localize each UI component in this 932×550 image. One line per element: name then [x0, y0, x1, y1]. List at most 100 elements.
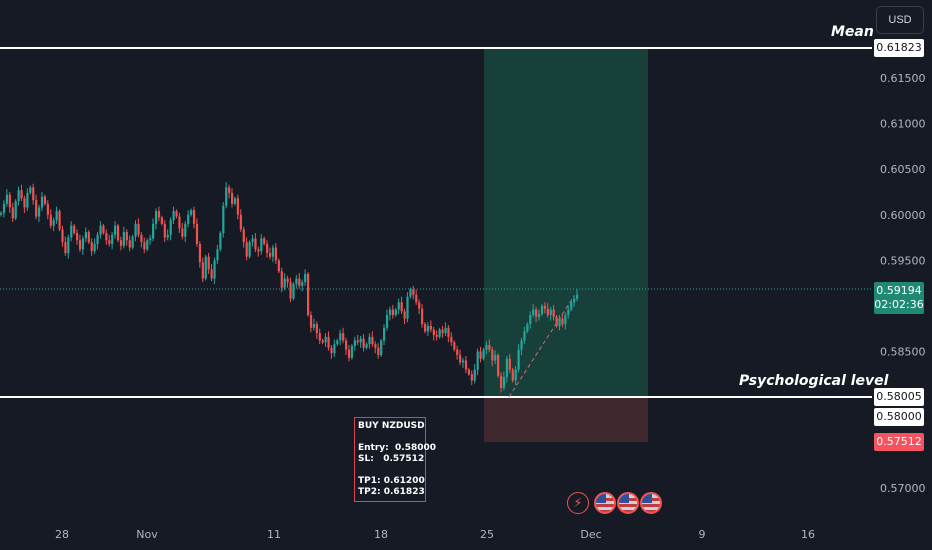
- candle-body: [450, 336, 453, 343]
- candle-body: [394, 309, 397, 315]
- candle-body: [146, 240, 149, 250]
- entry-price-tag: 0.58000: [874, 408, 924, 426]
- candle-body: [58, 211, 61, 230]
- candle-body: [535, 309, 538, 317]
- candle-body: [564, 314, 567, 325]
- candle-body: [385, 314, 389, 328]
- candle-body: [251, 238, 254, 243]
- candle-body: [479, 351, 482, 359]
- note-tp1: TP1: 0.61200: [358, 476, 425, 486]
- candle-body: [93, 243, 96, 252]
- price-axis[interactable]: 0.61500 0.61000 0.60500 0.60000 0.59500 0.585…: [880, 72, 926, 495]
- x-tick-label: 11: [267, 528, 281, 541]
- candle-body: [377, 347, 380, 356]
- candle-body: [96, 234, 99, 244]
- candle-body: [359, 338, 362, 343]
- loss-zone: [484, 397, 648, 442]
- candle-body: [447, 327, 450, 337]
- candle-body: [236, 198, 240, 215]
- trade-note[interactable]: BUY NZDUSD Entry: 0.58000 SL: 0.57512 TP…: [354, 417, 436, 502]
- candle-body: [441, 329, 444, 334]
- candle-body: [292, 284, 295, 299]
- us-flag-icon[interactable]: [594, 492, 616, 514]
- candle-body: [388, 309, 392, 315]
- candle-body: [119, 240, 123, 246]
- candle-body: [149, 238, 152, 241]
- candle-body: [403, 311, 406, 319]
- candle-body: [181, 228, 184, 237]
- note-title: BUY NZDUSD: [358, 421, 425, 431]
- candle-body: [409, 289, 412, 297]
- candle-body: [336, 340, 339, 345]
- candle-body: [380, 340, 383, 356]
- x-tick-label: 16: [801, 528, 815, 541]
- candle-body: [573, 298, 576, 303]
- candle-body: [517, 349, 520, 370]
- candle-body: [502, 376, 506, 388]
- candle-body: [152, 223, 155, 239]
- candle-body: [435, 335, 438, 337]
- candle-body: [362, 338, 365, 348]
- currency-button[interactable]: USD: [876, 6, 924, 34]
- candle-body: [248, 242, 251, 257]
- candle-body: [473, 369, 476, 381]
- note-tp2: TP2: 0.61823: [358, 487, 425, 497]
- y-tick-label: 0.60000: [880, 209, 926, 222]
- candle-body: [342, 333, 345, 341]
- candle-body: [90, 242, 93, 252]
- candle-body: [286, 278, 289, 283]
- mean-label: Mean: [831, 24, 874, 40]
- candle-body: [461, 360, 465, 363]
- candle-body: [134, 223, 137, 237]
- time-axis[interactable]: 28 Nov 11 18 25 Dec 9 16: [55, 528, 815, 541]
- projection-line: [508, 295, 575, 398]
- candle-body: [154, 211, 158, 224]
- candle-body: [116, 225, 120, 241]
- candle-body: [467, 369, 471, 375]
- candle-body: [143, 242, 146, 250]
- candle-body: [187, 214, 190, 224]
- candle-body: [43, 196, 47, 204]
- lightning-icon[interactable]: ⚡︎: [567, 492, 589, 514]
- y-tick-label: 0.58500: [880, 345, 926, 358]
- note-sl: SL: 0.57512: [358, 454, 425, 464]
- candle-body: [368, 336, 371, 345]
- candle-body: [520, 340, 523, 350]
- candle-body: [213, 260, 216, 279]
- candle-body: [523, 331, 526, 341]
- candle-body: [511, 369, 514, 381]
- candle-body: [111, 234, 114, 244]
- candle-body: [8, 194, 11, 208]
- candle-body: [371, 336, 374, 345]
- candle-body: [476, 351, 479, 370]
- candle-body: [365, 344, 368, 348]
- candle-body: [67, 237, 70, 254]
- candle-body: [61, 229, 64, 243]
- candle-body: [301, 282, 304, 286]
- candle-body: [5, 194, 9, 204]
- candle-body: [576, 294, 579, 299]
- candle-body: [26, 192, 29, 208]
- candle-body: [412, 289, 415, 295]
- candle-body: [73, 225, 76, 233]
- candle-body: [505, 358, 509, 377]
- candle-body: [406, 296, 409, 319]
- current-price-value: 0.59194: [876, 284, 922, 297]
- us-flag-icon[interactable]: [617, 492, 639, 514]
- candle-body: [163, 223, 166, 238]
- profit-zone: [484, 48, 648, 397]
- y-tick-label: 0.61000: [880, 118, 926, 131]
- candle-body: [38, 207, 41, 217]
- candle-body: [55, 211, 58, 221]
- candle-body: [529, 314, 532, 325]
- candle-body: [239, 214, 242, 230]
- us-flag-icon[interactable]: [640, 492, 662, 514]
- candle-body: [499, 376, 503, 388]
- candle-body: [514, 369, 517, 381]
- y-tick-label: 0.59500: [880, 254, 926, 267]
- candle-body: [70, 225, 73, 238]
- candle-body: [0, 212, 3, 215]
- candle-body: [131, 236, 134, 248]
